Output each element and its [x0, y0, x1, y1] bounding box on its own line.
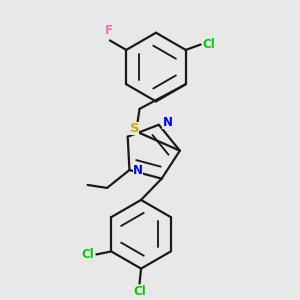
- Text: Cl: Cl: [81, 248, 94, 261]
- Text: Cl: Cl: [203, 38, 215, 51]
- Text: N: N: [162, 116, 172, 129]
- Text: N: N: [133, 164, 143, 176]
- Text: S: S: [130, 122, 139, 135]
- Text: F: F: [104, 24, 112, 37]
- Text: Cl: Cl: [133, 285, 146, 298]
